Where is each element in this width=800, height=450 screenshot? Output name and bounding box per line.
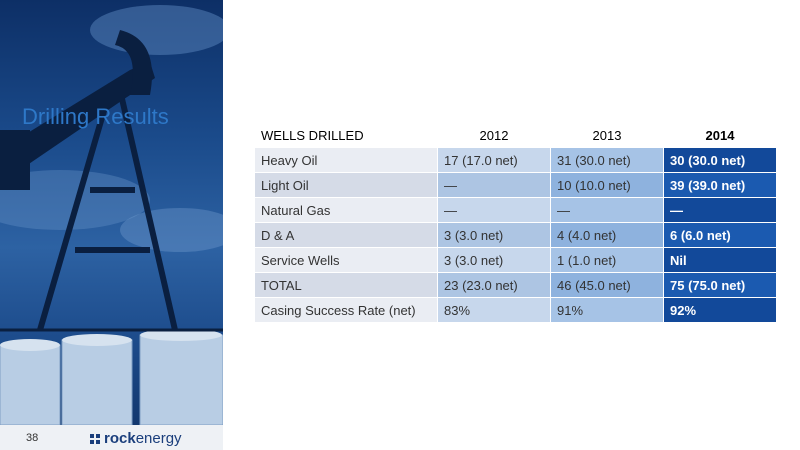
header-2014: 2014	[664, 123, 776, 147]
table-row: Heavy Oil 17 (17.0 net) 31 (30.0 net) 30…	[255, 148, 776, 172]
logo-mark-icon	[90, 433, 100, 444]
table-row: Service Wells 3 (3.0 net) 1 (1.0 net) Ni…	[255, 248, 776, 272]
cell-2013: —	[551, 198, 663, 222]
cell-2012: 23 (23.0 net)	[438, 273, 550, 297]
cell-2013: 1 (1.0 net)	[551, 248, 663, 272]
table-row: Light Oil — 10 (10.0 net) 39 (39.0 net)	[255, 173, 776, 197]
table-header-row: WELLS DRILLED 2012 2013 2014	[255, 123, 776, 147]
cell-2014: Nil	[664, 248, 776, 272]
cell-2014: —	[664, 198, 776, 222]
logo-text-rock: rock	[104, 430, 136, 447]
cell-2012: 3 (3.0 net)	[438, 248, 550, 272]
cell-2013: 4 (4.0 net)	[551, 223, 663, 247]
cell-2012: 83%	[438, 298, 550, 322]
header-2012: 2012	[438, 123, 550, 147]
table-row: TOTAL 23 (23.0 net) 46 (45.0 net) 75 (75…	[255, 273, 776, 297]
header-wells-drilled: WELLS DRILLED	[255, 123, 437, 147]
cell-2012: —	[438, 173, 550, 197]
drilling-results-table: WELLS DRILLED 2012 2013 2014 Heavy Oil 1…	[254, 122, 777, 323]
cell-2014: 75 (75.0 net)	[664, 273, 776, 297]
cell-2014: 6 (6.0 net)	[664, 223, 776, 247]
company-logo: rock energy	[90, 430, 182, 447]
cell-2014: 30 (30.0 net)	[664, 148, 776, 172]
footer-bar	[0, 425, 223, 450]
logo-text-energy: energy	[135, 430, 182, 447]
row-label: D & A	[255, 223, 437, 247]
pumpjack-photo	[0, 5, 223, 426]
row-label: Natural Gas	[255, 198, 437, 222]
page-number: 38	[26, 432, 39, 444]
row-label: Service Wells	[255, 248, 437, 272]
table-row: Natural Gas — — —	[255, 198, 776, 222]
row-label: Casing Success Rate (net)	[255, 298, 437, 322]
cell-2012: 3 (3.0 net)	[438, 223, 550, 247]
cell-2012: 17 (17.0 net)	[438, 148, 550, 172]
row-label: Light Oil	[255, 173, 437, 197]
background-photo-panel	[0, 0, 223, 450]
cell-2013: 46 (45.0 net)	[551, 273, 663, 297]
row-label: Heavy Oil	[255, 148, 437, 172]
table-row: D & A 3 (3.0 net) 4 (4.0 net) 6 (6.0 net…	[255, 223, 776, 247]
row-label: TOTAL	[255, 273, 437, 297]
table-row: Casing Success Rate (net) 83% 91% 92%	[255, 298, 776, 322]
cell-2012: —	[438, 198, 550, 222]
cell-2013: 91%	[551, 298, 663, 322]
cell-2014: 39 (39.0 net)	[664, 173, 776, 197]
cell-2013: 10 (10.0 net)	[551, 173, 663, 197]
header-2013: 2013	[551, 123, 663, 147]
cell-2013: 31 (30.0 net)	[551, 148, 663, 172]
cell-2014: 92%	[664, 298, 776, 322]
slide-title: Drilling Results	[22, 104, 169, 129]
